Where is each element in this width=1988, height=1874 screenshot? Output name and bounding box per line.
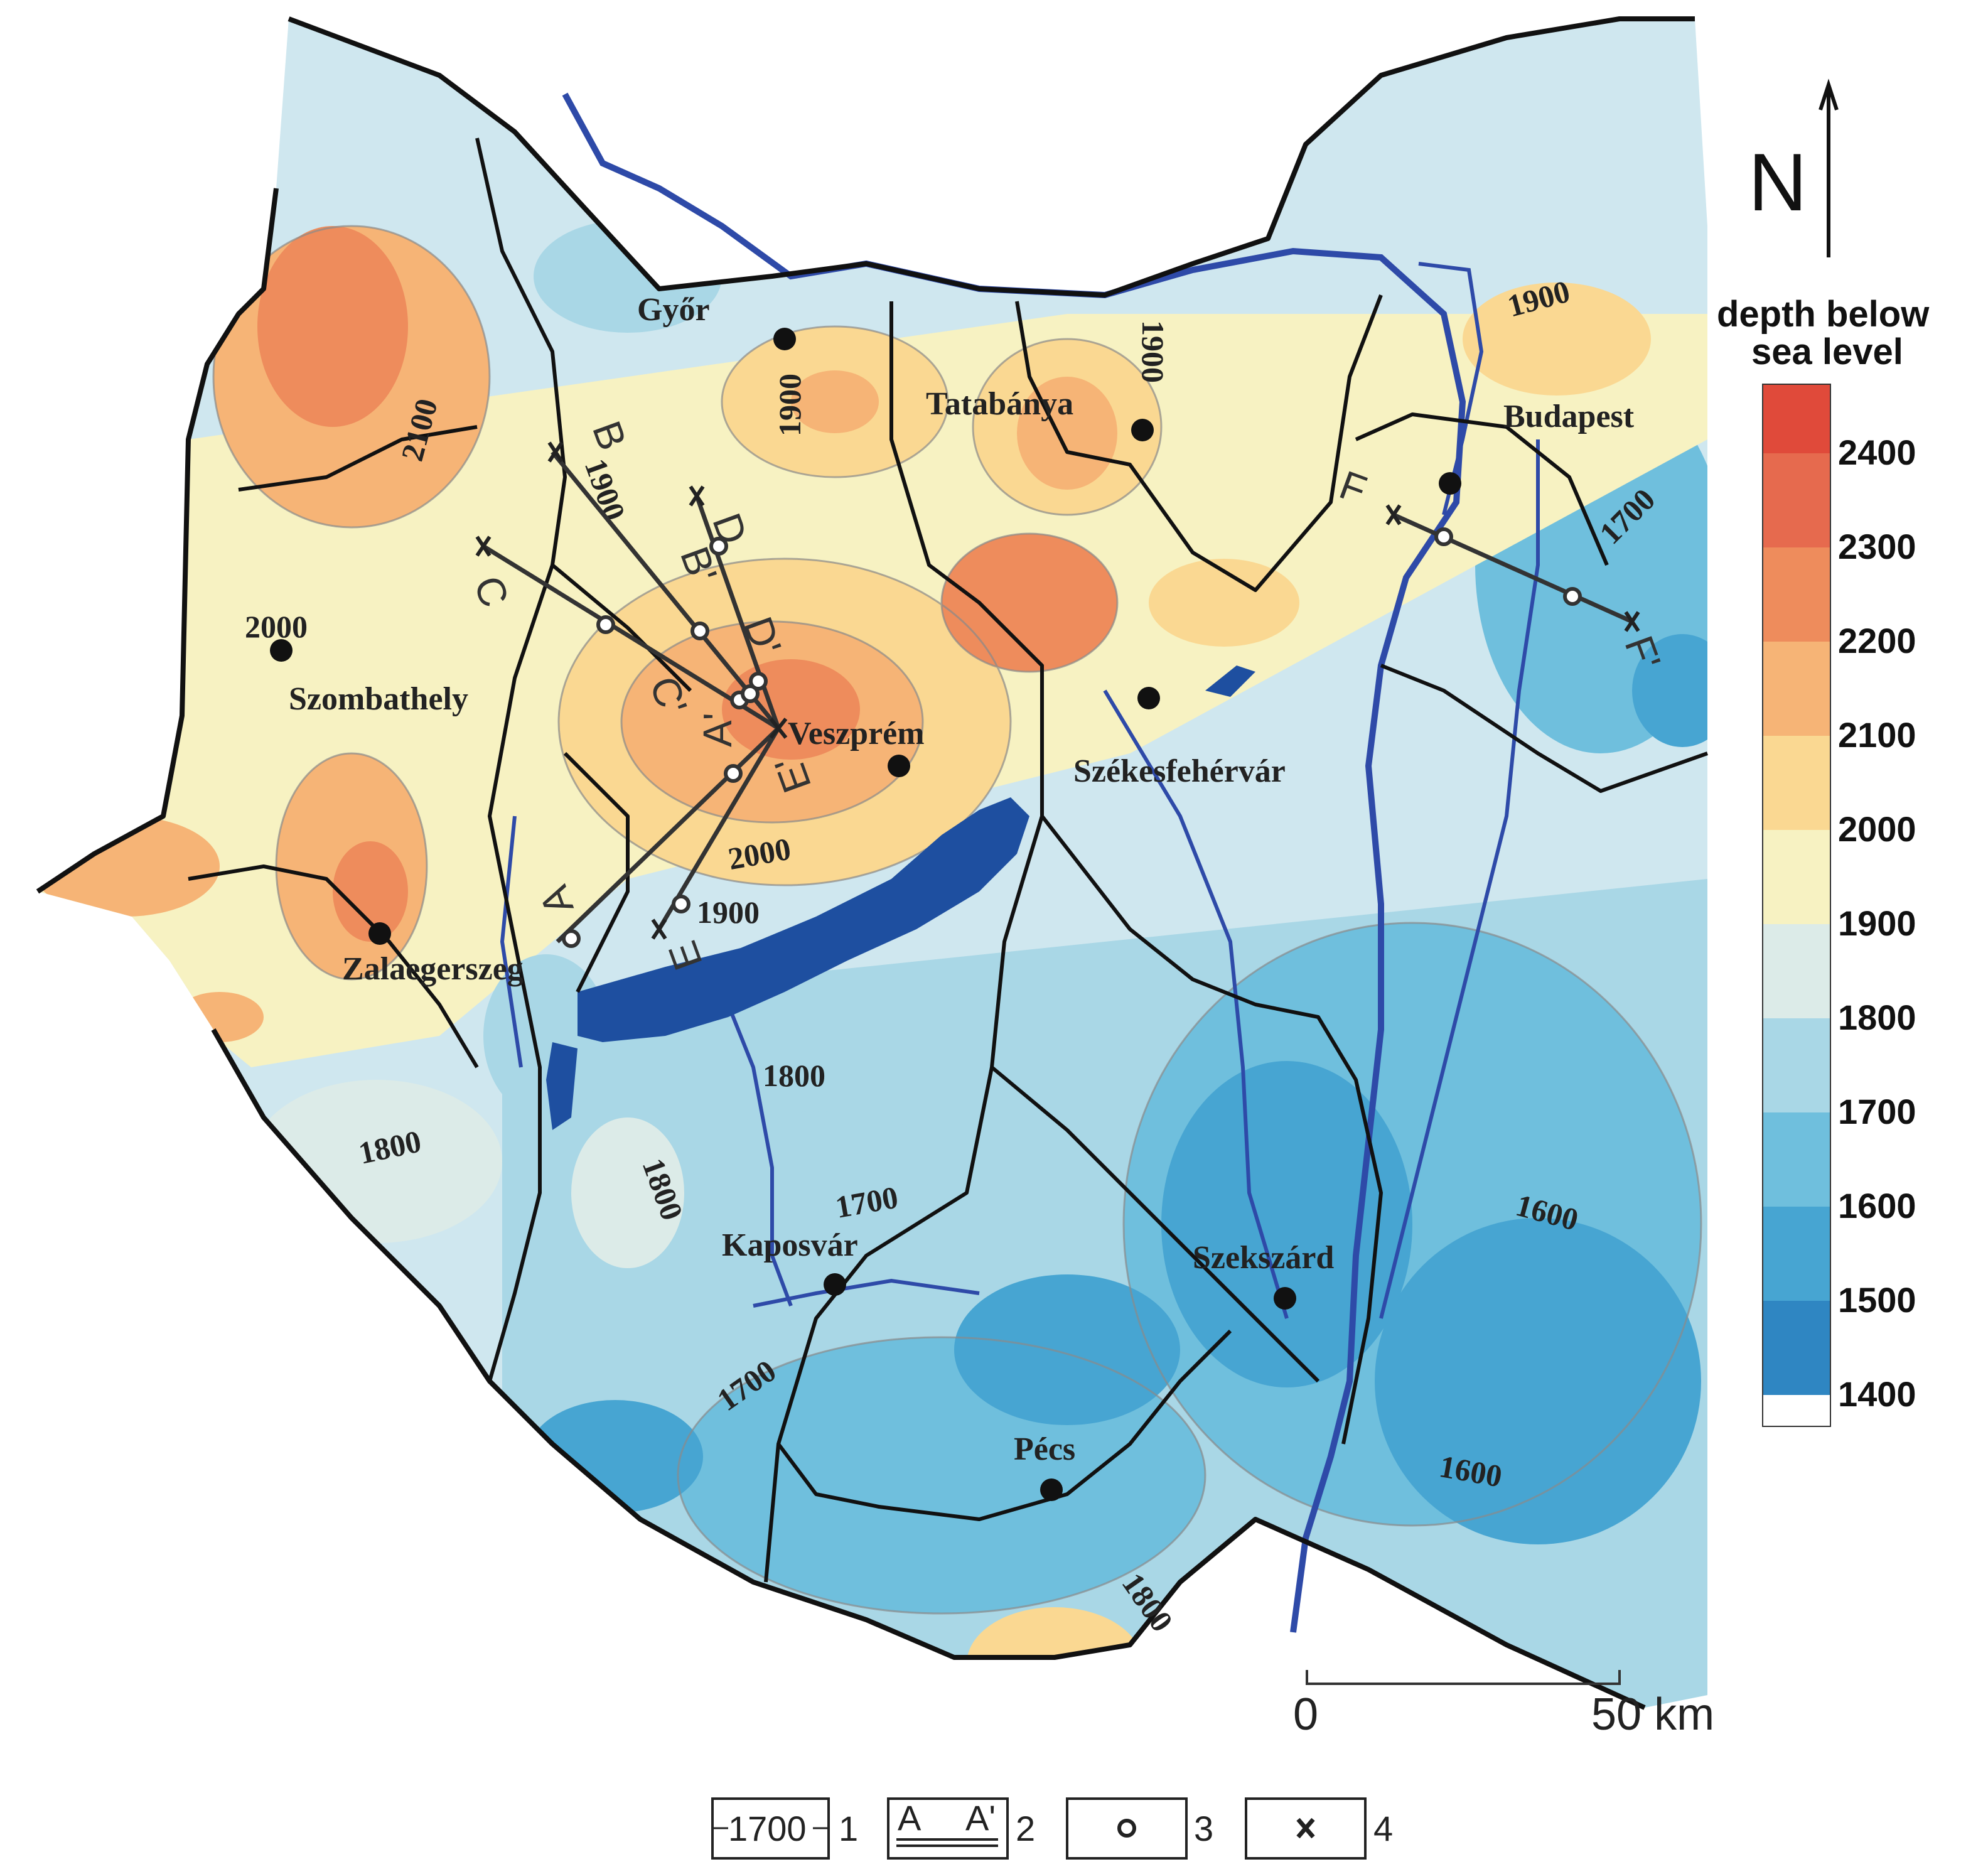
key-2-end: A' — [965, 1798, 996, 1838]
city-label: Győr — [637, 292, 710, 328]
contour-label: 1900 — [772, 374, 807, 436]
legend-tick-label: 1700 — [1838, 1092, 1916, 1131]
key-circle-symbol — [1117, 1819, 1136, 1838]
city-dot — [270, 639, 293, 662]
legend-ticks: 2400 2300 2200 2100 2000 1900 1800 1700 1600 1500… — [1838, 433, 1916, 1414]
scale-bar: 0 50 km — [1293, 1670, 1714, 1740]
legend-swatch — [1763, 642, 1830, 736]
legend-tick-label: 1800 — [1838, 998, 1916, 1037]
city-label: Zalaegerszeg — [342, 951, 524, 987]
city-dot — [888, 755, 910, 777]
city-dot — [1040, 1478, 1063, 1501]
legend-swatch — [1763, 547, 1830, 642]
city-dot — [368, 922, 391, 945]
legend-tick-label: 2300 — [1838, 527, 1916, 566]
cities: Győr Tatabánya Budapest Szombathely Vesz… — [270, 292, 1635, 1501]
city-label: Kaposvár — [722, 1227, 858, 1263]
north-arrow: N — [1748, 78, 1839, 257]
city-dot — [1137, 687, 1160, 709]
city-dot — [1439, 472, 1461, 495]
key-1-number: 1 — [839, 1809, 858, 1848]
profile-crosses — [475, 441, 1640, 940]
lake-balaton — [546, 665, 1255, 1130]
contour-label: 1900 — [697, 895, 760, 930]
legend-swatch — [1763, 453, 1830, 547]
key-2-number: 2 — [1016, 1809, 1035, 1848]
scale-end: 50 km — [1591, 1689, 1714, 1740]
legend-swatch — [1763, 830, 1830, 924]
key-3-number: 3 — [1194, 1809, 1213, 1848]
city-dot — [824, 1273, 846, 1296]
legend-swatch — [1763, 1301, 1830, 1395]
city-dot — [1131, 419, 1154, 441]
contour-label: 2000 — [245, 609, 308, 644]
legend-swatch — [1763, 1018, 1830, 1112]
contour-label: 1900 — [1136, 320, 1171, 383]
legend-tick-label: 1600 — [1838, 1186, 1916, 1225]
city-label: Tatabánya — [926, 386, 1073, 422]
city-label: Veszprém — [788, 716, 925, 751]
legend-tick-label: 1900 — [1838, 903, 1916, 943]
profile-markers — [562, 527, 1582, 948]
borders — [36, 16, 1708, 1710]
legend-swatch — [1763, 384, 1830, 453]
rivers — [500, 92, 1540, 1633]
city-dot — [1274, 1287, 1296, 1310]
key-1-symbol: 1700 — [728, 1809, 807, 1848]
legend-tick-label: 1500 — [1838, 1280, 1916, 1320]
legend-title-line1: depth below — [1717, 294, 1930, 335]
legend-tick-label: 2100 — [1838, 715, 1916, 755]
contour-label: 1800 — [763, 1058, 825, 1093]
city-label: Szombathely — [289, 681, 468, 717]
city-label: Szekszárd — [1193, 1240, 1334, 1276]
city-label: Budapest — [1503, 399, 1635, 434]
city-dot — [773, 328, 796, 350]
key-cross-symbol — [1296, 1817, 1315, 1839]
profile-labels: A A' B B' C C' D D' E E' F F' — [465, 415, 1669, 976]
legend-title-line2: sea level — [1751, 331, 1903, 372]
north-label: N — [1748, 136, 1807, 228]
legend-swatch — [1763, 736, 1830, 830]
legend-swatch — [1763, 924, 1830, 1018]
legend-tick-label: 2000 — [1838, 809, 1916, 849]
profile-label-end: A' — [695, 713, 740, 747]
legend-tick-label: 1400 — [1838, 1374, 1916, 1414]
legend-swatch — [1763, 1207, 1830, 1301]
legend-swatches — [1763, 384, 1830, 1395]
key-2-start: A — [898, 1798, 921, 1838]
symbol-key: 1700 1 A A' 2 3 4 — [711, 1797, 1393, 1860]
city-label: Pécs — [1014, 1431, 1075, 1467]
legend-swatch — [1763, 1112, 1830, 1207]
legend-tick-label: 2200 — [1838, 621, 1916, 660]
legend-tick-label: 2400 — [1838, 433, 1916, 472]
key-4-number: 4 — [1373, 1809, 1393, 1848]
city-label: Székesfehérvár — [1073, 753, 1286, 789]
legend: depth below sea level 2400 2300 2200 2100 20… — [1717, 294, 1930, 1427]
scale-zero: 0 — [1293, 1689, 1318, 1740]
profile-lines — [482, 450, 1633, 944]
